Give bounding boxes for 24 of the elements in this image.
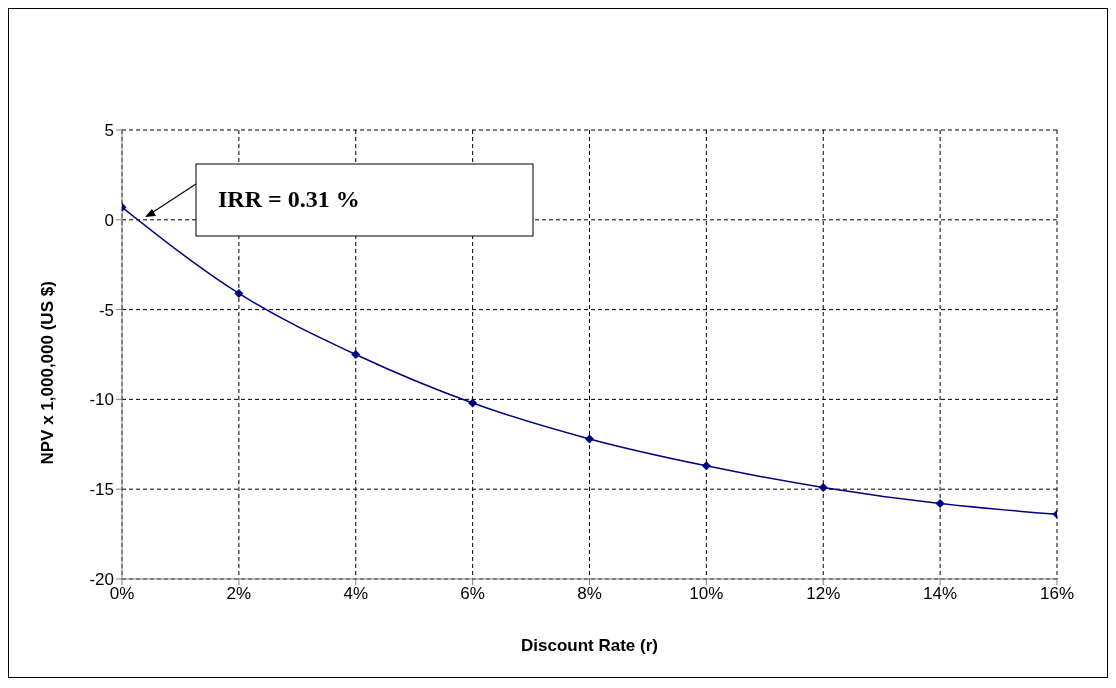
point — [585, 434, 594, 444]
x-tick-label: 14% — [923, 584, 958, 604]
x-tick-label: 2% — [226, 584, 252, 604]
y-tick-label: 5 — [104, 121, 114, 141]
x-tick-label: 0% — [109, 584, 135, 604]
point — [468, 398, 478, 408]
y-axis-title: NPV x 1,000,000 (US $) — [38, 281, 58, 465]
x-tick-label: 16% — [1039, 584, 1075, 604]
point — [234, 288, 244, 298]
y-tick-label: -10 — [89, 390, 114, 410]
annotation: IRR = 0.31 % — [218, 186, 360, 212]
x-axis-title: Discount Rate (r) — [521, 636, 658, 655]
x-tick-label: 12% — [806, 584, 841, 604]
y-tick-label: 0 — [104, 210, 114, 230]
point — [351, 350, 361, 359]
y-tick-label: -5 — [98, 300, 114, 320]
point — [935, 499, 945, 509]
x-tick-label: 6% — [460, 584, 485, 604]
point — [818, 482, 828, 492]
x-tick-label: 4% — [343, 584, 369, 604]
x-tick-label: 10% — [689, 584, 724, 604]
point — [701, 461, 711, 471]
y-tick-label: -15 — [89, 480, 114, 500]
x-tick-label: 8% — [577, 584, 602, 604]
